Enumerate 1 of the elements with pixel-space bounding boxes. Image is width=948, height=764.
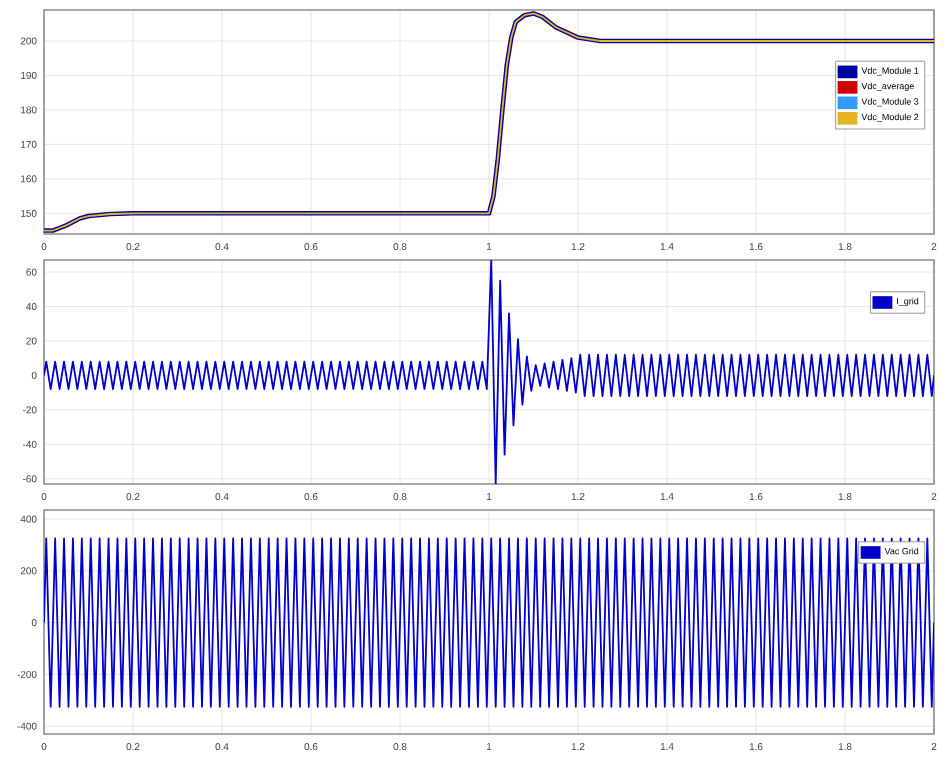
line-series [44, 259, 935, 484]
